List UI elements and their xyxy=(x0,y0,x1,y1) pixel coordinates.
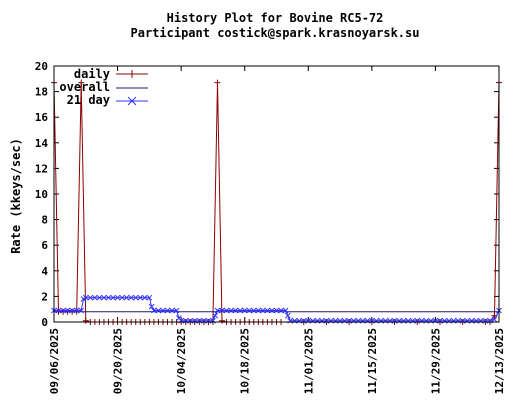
y-tick-label: 2 xyxy=(41,290,48,303)
data-point-21day xyxy=(92,294,98,301)
data-point-21day xyxy=(141,294,148,301)
chart-subtitle: Participant costick@spark.krasnoyarsk.su xyxy=(131,26,420,40)
y-tick-label: 18 xyxy=(35,86,48,99)
data-point-21day xyxy=(64,307,71,314)
x-axis-ticks: 09/06/2025 09/20/2025 10/04/2025 10/18/2025… xyxy=(48,66,506,394)
data-point-21day xyxy=(160,307,166,314)
data-point-21day xyxy=(284,312,291,319)
data-point-21day xyxy=(250,307,257,314)
data-point-21day xyxy=(237,307,244,314)
data-point-21day xyxy=(491,316,498,323)
legend-label-21day: 21 day xyxy=(67,93,110,107)
x-tick-label: 11/01/2025 xyxy=(302,328,315,394)
data-point-21day xyxy=(173,307,180,314)
data-point-daily xyxy=(78,79,85,86)
y-tick-label: 14 xyxy=(35,137,49,150)
data-point-21day xyxy=(96,294,103,301)
legend-marker-21day xyxy=(127,96,137,106)
data-point-21day xyxy=(223,307,230,314)
data-point-21day xyxy=(151,307,157,314)
data-point-21day xyxy=(264,307,271,314)
x-tick-label: 11/15/2025 xyxy=(366,328,379,394)
y-tick-label: 12 xyxy=(35,162,48,175)
x-tick-label: 09/20/2025 xyxy=(112,328,125,394)
data-point-21day xyxy=(137,294,144,301)
data-point-daily xyxy=(214,79,221,86)
x-tick-label: 09/06/2025 xyxy=(48,328,61,394)
legend-label-overall: overall xyxy=(59,80,110,94)
data-point-21day xyxy=(232,307,239,314)
data-point-21day xyxy=(169,307,175,314)
data-point-21day xyxy=(278,307,284,314)
data-point-21day xyxy=(110,294,116,301)
data-point-21day xyxy=(119,294,125,301)
data-point-21day xyxy=(146,294,153,301)
y-tick-label: 16 xyxy=(35,111,49,124)
plot-frame xyxy=(53,65,500,323)
data-point-21day xyxy=(123,294,130,301)
y-tick-label: 6 xyxy=(41,239,48,252)
series-layer xyxy=(51,79,502,325)
legend: daily overall 21 day xyxy=(59,67,148,107)
chart-title: History Plot for Bovine RC5-72 xyxy=(167,11,384,25)
data-point-21day xyxy=(82,294,89,301)
data-point-21day xyxy=(241,307,248,314)
y-axis-label: Rate (kkeys/sec) xyxy=(9,138,23,254)
data-point-21day xyxy=(255,307,262,314)
data-point-21day xyxy=(260,307,266,314)
data-point-21day xyxy=(246,307,253,314)
series-line-21day xyxy=(54,297,500,322)
y-tick-label: 0 xyxy=(41,316,48,329)
y-tick-label: 20 xyxy=(35,60,48,73)
data-point-21day xyxy=(155,307,162,314)
x-tick-label: 10/04/2025 xyxy=(175,328,188,394)
data-point-21day xyxy=(273,307,280,314)
x-tick-label: 10/18/2025 xyxy=(239,328,252,394)
data-point-21day xyxy=(105,294,112,301)
y-tick-label: 10 xyxy=(35,188,48,201)
data-point-daily xyxy=(82,317,89,324)
data-point-21day xyxy=(212,312,219,319)
data-point-21day xyxy=(214,307,221,314)
legend-label-daily: daily xyxy=(74,67,110,81)
data-point-21day xyxy=(269,307,275,314)
data-point-21day xyxy=(132,294,139,301)
data-point-21day xyxy=(219,307,225,314)
data-point-21day xyxy=(73,307,80,314)
data-point-daily xyxy=(219,317,226,324)
y-tick-label: 8 xyxy=(41,214,48,227)
data-point-21day xyxy=(164,307,171,314)
x-tick-label: 11/29/2025 xyxy=(429,328,442,394)
data-point-21day xyxy=(114,294,121,301)
data-point-21day xyxy=(128,294,135,301)
data-point-21day xyxy=(228,307,234,314)
data-point-21day xyxy=(69,307,76,314)
series-line-daily xyxy=(53,82,500,323)
data-point-21day xyxy=(101,294,107,301)
data-point-21day xyxy=(78,307,85,314)
legend-marker-daily xyxy=(128,70,136,78)
data-point-21day xyxy=(60,307,66,314)
x-tick-label: 12/13/2025 xyxy=(493,328,506,394)
data-point-21day xyxy=(55,307,62,314)
data-point-21day xyxy=(282,307,289,314)
data-point-21day xyxy=(87,294,94,301)
data-point-21day xyxy=(148,303,155,310)
y-tick-label: 4 xyxy=(41,265,48,278)
